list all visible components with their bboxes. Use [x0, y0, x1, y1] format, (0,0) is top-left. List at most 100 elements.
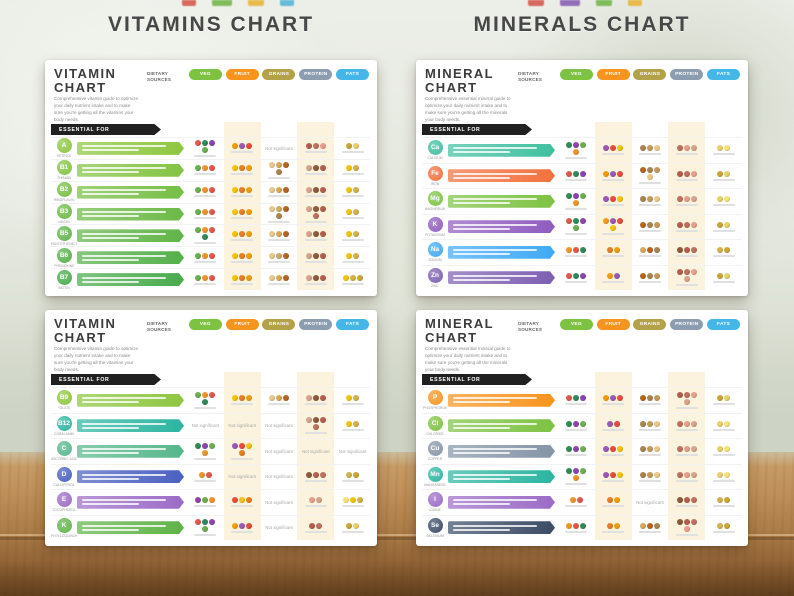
- food-icon: [246, 209, 253, 215]
- nutrient-rail: B7 BIOTIN: [51, 269, 187, 290]
- food-cell: [668, 138, 706, 163]
- grid-cell-empty: [705, 372, 742, 387]
- food-icon: [724, 420, 731, 427]
- food-icon: [610, 145, 617, 152]
- food-icon: [202, 398, 209, 405]
- food-icon: [646, 196, 653, 203]
- food-label-line: [675, 505, 698, 508]
- food-label-line: [231, 238, 254, 241]
- food-label-line: [675, 284, 698, 287]
- nutrient-name: CHLORIDE: [426, 431, 444, 436]
- food-label-line: [712, 153, 735, 156]
- food-icons: [346, 230, 360, 237]
- food-icon: [573, 170, 580, 177]
- food-icon: [202, 442, 209, 449]
- food-label-line: [194, 260, 217, 263]
- benefit-text-line: [82, 193, 139, 195]
- food-cell: [632, 189, 669, 214]
- food-icon: [246, 522, 253, 529]
- food-cell: [187, 269, 224, 290]
- cropped-gallery-thumbnail: [182, 0, 196, 6]
- food-icon: [676, 446, 683, 453]
- food-icon: [239, 395, 246, 402]
- category-pill-fats: FATS: [334, 69, 371, 80]
- food-icons: [232, 165, 253, 172]
- food-icon: [566, 170, 573, 177]
- food-icon: [342, 497, 349, 504]
- food-icon: [603, 196, 610, 203]
- nutrient-symbol: B1: [56, 160, 72, 176]
- food-icon: [268, 161, 275, 168]
- food-icon: [639, 446, 646, 453]
- cropped-gallery-thumbnail: [212, 0, 232, 6]
- food-icon: [610, 395, 617, 402]
- nutrient-badge: Ca CALCIUM: [422, 140, 448, 160]
- category-pill-fruit: FRUIT: [595, 69, 632, 80]
- food-icon: [312, 417, 319, 424]
- food-icon: [573, 148, 580, 155]
- grid-cell-empty: [261, 122, 298, 137]
- food-cell: [223, 269, 261, 291]
- food-cell: Not significant: [334, 439, 371, 464]
- food-icons: [717, 395, 731, 402]
- food-cell: [334, 516, 371, 541]
- food-icon: [653, 167, 660, 174]
- food-cell: [261, 204, 298, 225]
- food-icons: [566, 395, 587, 402]
- benefit-text-line: [453, 478, 510, 480]
- food-icons: [676, 269, 697, 283]
- food-cell: [668, 214, 706, 239]
- nutrient-symbol: Zn: [427, 267, 443, 283]
- food-icon: [232, 274, 239, 281]
- food-icons: [232, 522, 253, 529]
- food-cell: [705, 240, 742, 265]
- food-icon: [316, 497, 323, 504]
- nutrient-name: CALCIFEROL: [53, 482, 75, 487]
- food-icon: [603, 170, 610, 177]
- food-icons: [309, 522, 323, 529]
- food-icon: [356, 497, 363, 504]
- category-pill-veg: VEG: [187, 69, 224, 80]
- food-icons: [639, 446, 660, 453]
- food-icons: [676, 221, 697, 228]
- nutrient-rail: B1 THIAMIN: [51, 160, 187, 181]
- benefit-text-line: [82, 255, 166, 257]
- food-cell: Not significant: [261, 516, 298, 541]
- benefit-text-line: [453, 499, 537, 501]
- nutrient-name: BIOTIN: [58, 285, 70, 290]
- food-icon: [202, 234, 209, 241]
- food-cell: [668, 163, 706, 188]
- nutrient-badge: E TOCOPHEROL: [51, 492, 77, 512]
- nutrient-badge: B6 PYRIDOXINE: [51, 247, 77, 268]
- food-cell: [594, 464, 632, 489]
- food-icon: [683, 276, 690, 283]
- benefit-text-line: [453, 423, 537, 425]
- food-icon: [653, 395, 660, 402]
- grid-cell-empty: [705, 122, 742, 137]
- food-label-line: [267, 403, 290, 406]
- food-icons: [639, 167, 660, 181]
- food-icon: [239, 143, 246, 150]
- food-icon: [724, 522, 731, 529]
- nutrient-symbol: B7: [56, 269, 72, 285]
- poster-grid: ESSENTIAL FOR B9 FOLATE B12 COBALAMIN Not sig…: [51, 372, 371, 540]
- benefit-text-line: [82, 452, 139, 454]
- food-icon: [232, 395, 239, 402]
- food-label-line: [565, 530, 588, 533]
- food-icon: [246, 252, 253, 259]
- category-pill-label: GRAINS: [262, 69, 296, 80]
- food-icon: [566, 247, 573, 254]
- grid-cell-empty: [223, 122, 261, 137]
- food-icon: [209, 252, 216, 259]
- food-icon: [353, 252, 360, 259]
- food-icon: [232, 165, 239, 172]
- food-icon: [309, 522, 316, 529]
- food-icon: [202, 497, 209, 504]
- category-pill-label: FRUIT: [596, 69, 630, 80]
- food-icon: [606, 247, 613, 254]
- food-label-line: [712, 428, 735, 431]
- food-icon: [349, 497, 356, 504]
- nutrient-rail: Zn ZINC: [422, 266, 558, 291]
- food-label-line: [194, 406, 217, 409]
